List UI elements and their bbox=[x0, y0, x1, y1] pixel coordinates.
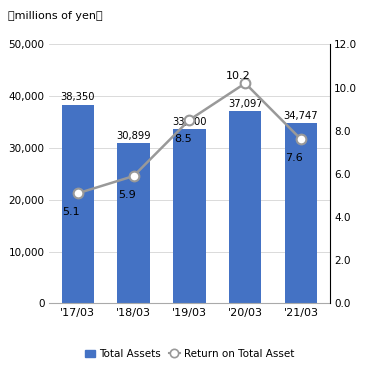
Bar bbox=[173, 130, 206, 303]
Legend: Total Assets, Return on Total Asset: Total Assets, Return on Total Asset bbox=[80, 345, 298, 363]
Bar bbox=[62, 105, 94, 303]
Bar bbox=[229, 111, 261, 303]
Text: 33,600: 33,600 bbox=[172, 117, 207, 127]
Text: 30,899: 30,899 bbox=[116, 131, 151, 141]
Text: 34,747: 34,747 bbox=[284, 111, 318, 121]
Text: 10.2: 10.2 bbox=[226, 71, 251, 81]
Text: （millions of yen）: （millions of yen） bbox=[8, 11, 102, 21]
Bar bbox=[285, 124, 317, 303]
Bar bbox=[117, 143, 150, 303]
Text: 7.6: 7.6 bbox=[285, 154, 303, 164]
Text: 8.5: 8.5 bbox=[174, 134, 192, 144]
Text: 5.1: 5.1 bbox=[62, 207, 80, 217]
Text: 5.9: 5.9 bbox=[118, 190, 136, 200]
Text: 37,097: 37,097 bbox=[228, 99, 262, 109]
Text: 38,350: 38,350 bbox=[60, 92, 95, 102]
